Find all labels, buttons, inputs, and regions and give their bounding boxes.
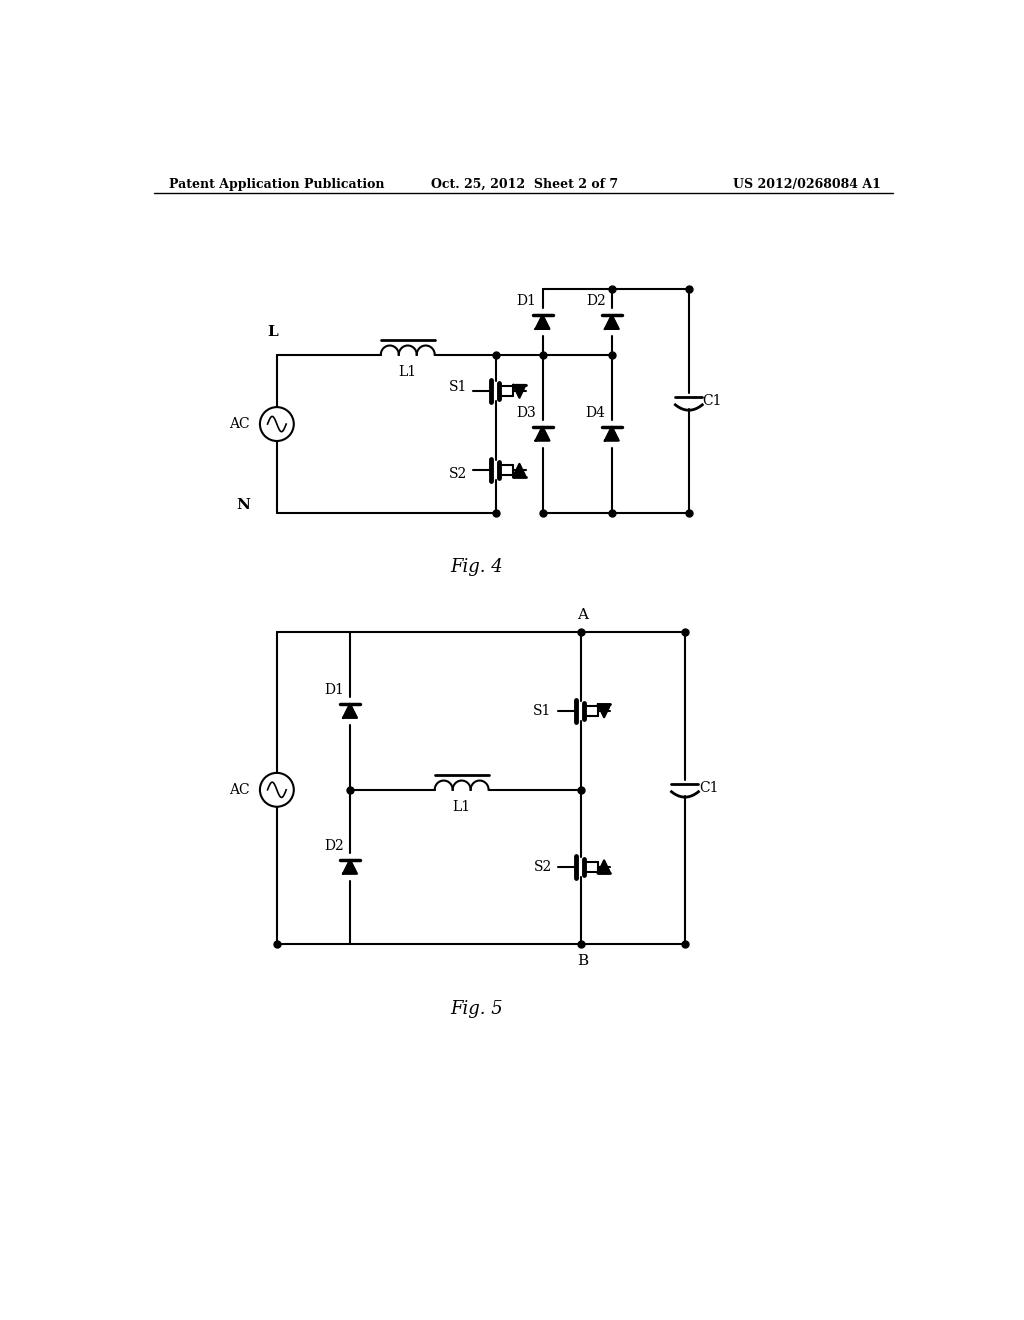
Polygon shape — [598, 705, 610, 717]
Text: D1: D1 — [516, 294, 537, 308]
Polygon shape — [605, 426, 618, 441]
Text: A: A — [578, 609, 588, 622]
Polygon shape — [513, 463, 525, 477]
Text: Patent Application Publication: Patent Application Publication — [169, 178, 385, 190]
Polygon shape — [598, 861, 610, 874]
Polygon shape — [343, 859, 357, 874]
Text: S1: S1 — [534, 704, 552, 718]
Text: D1: D1 — [324, 682, 344, 697]
Text: Oct. 25, 2012  Sheet 2 of 7: Oct. 25, 2012 Sheet 2 of 7 — [431, 178, 618, 190]
Text: S2: S2 — [449, 467, 467, 480]
Text: Fig. 4: Fig. 4 — [451, 557, 504, 576]
Text: D2: D2 — [586, 294, 605, 308]
Text: US 2012/0268084 A1: US 2012/0268084 A1 — [733, 178, 882, 190]
Polygon shape — [536, 315, 550, 329]
Text: C1: C1 — [702, 393, 722, 408]
Polygon shape — [605, 315, 618, 329]
Text: S1: S1 — [449, 380, 467, 395]
Polygon shape — [343, 704, 357, 718]
Text: D4: D4 — [586, 405, 605, 420]
Polygon shape — [536, 426, 550, 441]
Text: Fig. 5: Fig. 5 — [451, 1001, 504, 1018]
Text: L: L — [267, 325, 279, 338]
Text: D2: D2 — [325, 840, 344, 853]
Text: AC: AC — [229, 417, 250, 432]
Text: N: N — [237, 498, 250, 512]
Text: B: B — [577, 954, 588, 968]
Text: C1: C1 — [698, 781, 718, 795]
Text: AC: AC — [229, 783, 250, 797]
Polygon shape — [513, 385, 525, 397]
Text: S2: S2 — [534, 859, 552, 874]
Text: L1: L1 — [453, 800, 471, 814]
Text: L1: L1 — [398, 366, 417, 379]
Text: D3: D3 — [516, 405, 537, 420]
